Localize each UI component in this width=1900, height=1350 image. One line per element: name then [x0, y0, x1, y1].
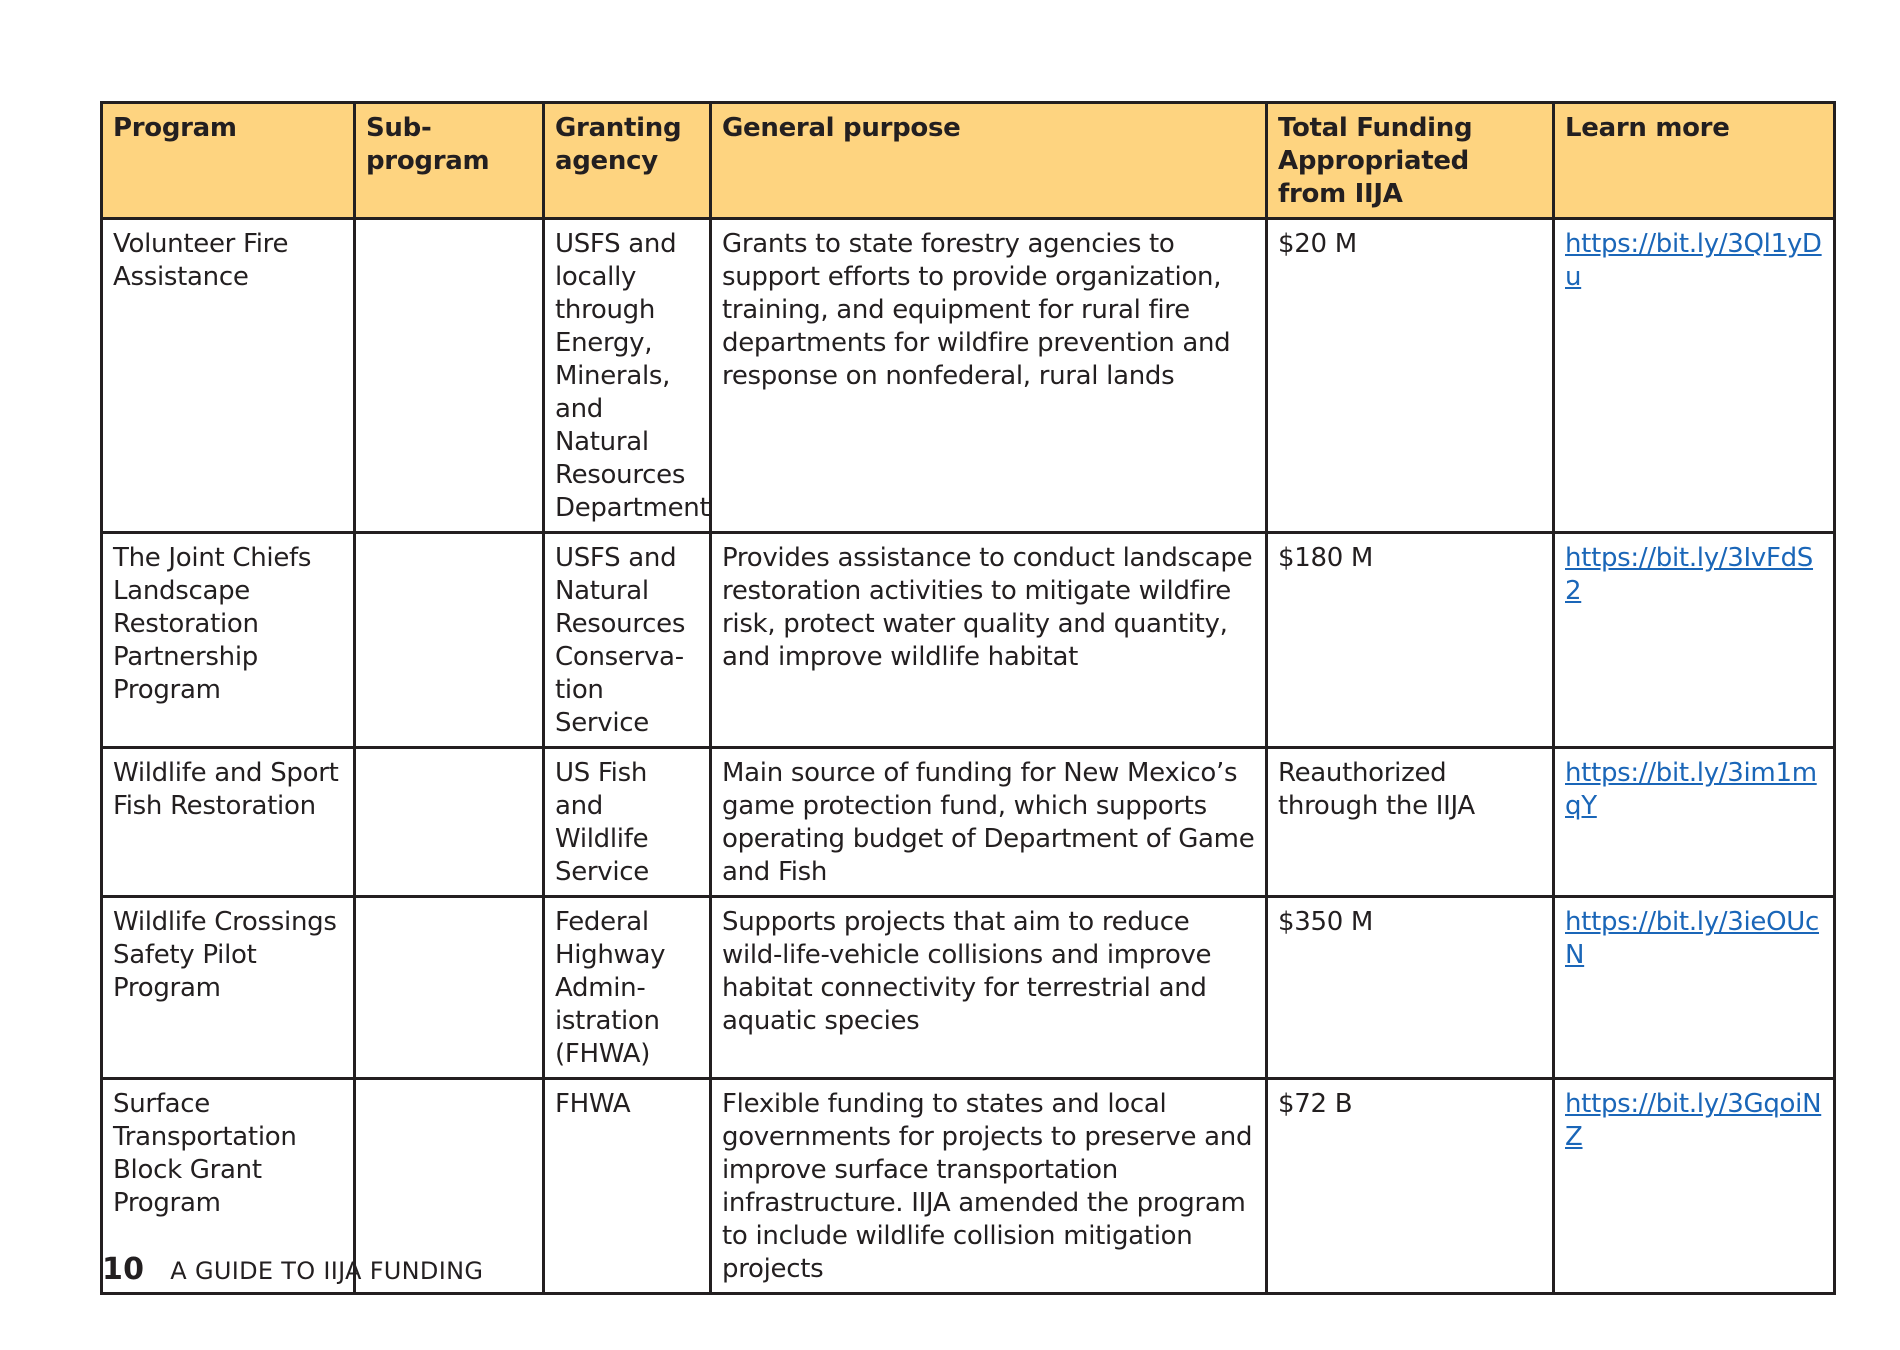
purpose-cell: Grants to state forestry agencies to sup…	[709, 217, 1268, 534]
agency-cell: Federal Highway Admin-istration (FHWA)	[542, 895, 712, 1080]
funding-table: Program Sub-program Granting agency Gene…	[100, 101, 1836, 1295]
funding-cell: $20 M	[1265, 217, 1555, 534]
purpose-cell: Supports projects that aim to reduce wil…	[709, 895, 1268, 1080]
program-cell: Surface Transportation Block Grant Progr…	[100, 1077, 356, 1295]
funding-cell: Reauthorized through the IIJA	[1265, 746, 1555, 898]
agency-cell: USFS and Natural Resources Conserva-tion…	[542, 531, 712, 749]
header-subprogram: Sub-program	[353, 101, 545, 220]
link-cell: https://bit.ly/3ieOUcN	[1552, 895, 1836, 1080]
learn-more-link[interactable]: https://bit.ly/3IvFdS2	[1565, 543, 1814, 606]
header-learn-more: Learn more	[1552, 101, 1836, 220]
agency-cell: US Fish and Wildlife Service	[542, 746, 712, 898]
agency-cell: USFS and locally through Energy, Mineral…	[542, 217, 712, 534]
program-cell: The Joint Chiefs Landscape Restoration P…	[100, 531, 356, 749]
table-row: Surface Transportation Block Grant Progr…	[100, 1077, 1836, 1295]
subprogram-cell	[353, 746, 545, 898]
funding-cell: $72 B	[1265, 1077, 1555, 1295]
header-funding: Total Funding Appropriated from IIJA	[1265, 101, 1555, 220]
funding-cell: $350 M	[1265, 895, 1555, 1080]
purpose-cell: Provides assistance to conduct landscape…	[709, 531, 1268, 749]
link-cell: https://bit.ly/3GqoiNZ	[1552, 1077, 1836, 1295]
subprogram-cell	[353, 1077, 545, 1295]
purpose-cell: Main source of funding for New Mexico’s …	[709, 746, 1268, 898]
header-purpose: General purpose	[709, 101, 1268, 220]
link-cell: https://bit.ly/3im1mqY	[1552, 746, 1836, 898]
program-cell: Volunteer Fire Assistance	[100, 217, 356, 534]
learn-more-link[interactable]: https://bit.ly/3Ql1yDu	[1565, 229, 1822, 292]
program-cell: Wildlife Crossings Safety Pilot Program	[100, 895, 356, 1080]
learn-more-link[interactable]: https://bit.ly/3im1mqY	[1565, 758, 1817, 821]
link-cell: https://bit.ly/3Ql1yDu	[1552, 217, 1836, 534]
document-title: A GUIDE TO IIJA FUNDING	[170, 1257, 484, 1285]
funding-cell: $180 M	[1265, 531, 1555, 749]
header-program: Program	[100, 101, 356, 220]
page-number: 10	[102, 1252, 145, 1287]
subprogram-cell	[353, 531, 545, 749]
learn-more-link[interactable]: https://bit.ly/3GqoiNZ	[1565, 1089, 1822, 1152]
subprogram-cell	[353, 217, 545, 534]
table-row: The Joint Chiefs Landscape Restoration P…	[100, 531, 1836, 749]
learn-more-link[interactable]: https://bit.ly/3ieOUcN	[1565, 907, 1820, 970]
agency-cell: FHWA	[542, 1077, 712, 1295]
page-footer: 10 A GUIDE TO IIJA FUNDING	[102, 1252, 483, 1287]
table-header-row: Program Sub-program Granting agency Gene…	[100, 101, 1836, 220]
program-cell: Wildlife and Sport Fish Restoration	[100, 746, 356, 898]
table-row: Volunteer Fire Assistance USFS and local…	[100, 217, 1836, 534]
table-row: Wildlife and Sport Fish Restoration US F…	[100, 746, 1836, 898]
subprogram-cell	[353, 895, 545, 1080]
link-cell: https://bit.ly/3IvFdS2	[1552, 531, 1836, 749]
table-row: Wildlife Crossings Safety Pilot Program …	[100, 895, 1836, 1080]
header-agency: Granting agency	[542, 101, 712, 220]
purpose-cell: Flexible funding to states and local gov…	[709, 1077, 1268, 1295]
